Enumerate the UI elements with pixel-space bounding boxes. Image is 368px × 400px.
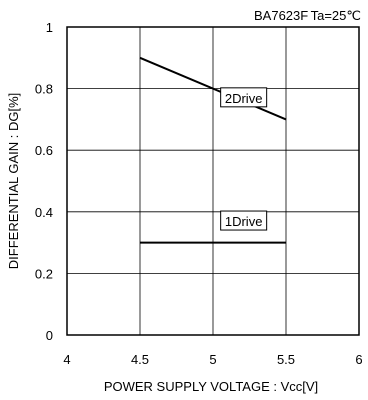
series-line-2drive (139, 56, 287, 121)
series-label-2drive: 2Drive (220, 87, 268, 108)
y-tick-label: 0.6 (35, 143, 53, 158)
series-label-1drive: 1Drive (220, 210, 268, 231)
series-label-box (220, 87, 268, 108)
x-tick-label: 5 (209, 352, 216, 367)
series-lines (139, 56, 287, 244)
plot-frame (66, 26, 360, 336)
y-tick-label: 0 (46, 328, 53, 343)
chart-header-temperature: Ta=25℃ (311, 8, 361, 23)
y-tick-label: 0.8 (35, 82, 53, 97)
y-axis-label: DIFFERENTIAL GAIN : DG[%] (6, 93, 21, 269)
tick-labels: 4 4.5 5 5.5 6 0 0.2 0.4 0.6 0.8 1 (35, 20, 363, 367)
x-tick-label: 5.5 (277, 352, 295, 367)
chart-header-model: BA7623F (254, 8, 308, 23)
x-tick-label: 4.5 (131, 352, 149, 367)
x-tick-label: 6 (355, 352, 362, 367)
gridlines (67, 27, 359, 335)
x-axis-label: POWER SUPPLY VOLTAGE : Vcc[V] (104, 379, 318, 394)
y-tick-label: 0.2 (35, 266, 53, 281)
y-tick-label: 1 (46, 20, 53, 35)
series-label-box (220, 210, 268, 231)
y-tick-label: 0.4 (35, 205, 53, 220)
series-label-text: 2Drive (225, 91, 263, 106)
x-tick-label: 4 (63, 352, 70, 367)
series-labels: 2Drive 1Drive (220, 87, 268, 231)
series-label-text: 1Drive (225, 214, 263, 229)
